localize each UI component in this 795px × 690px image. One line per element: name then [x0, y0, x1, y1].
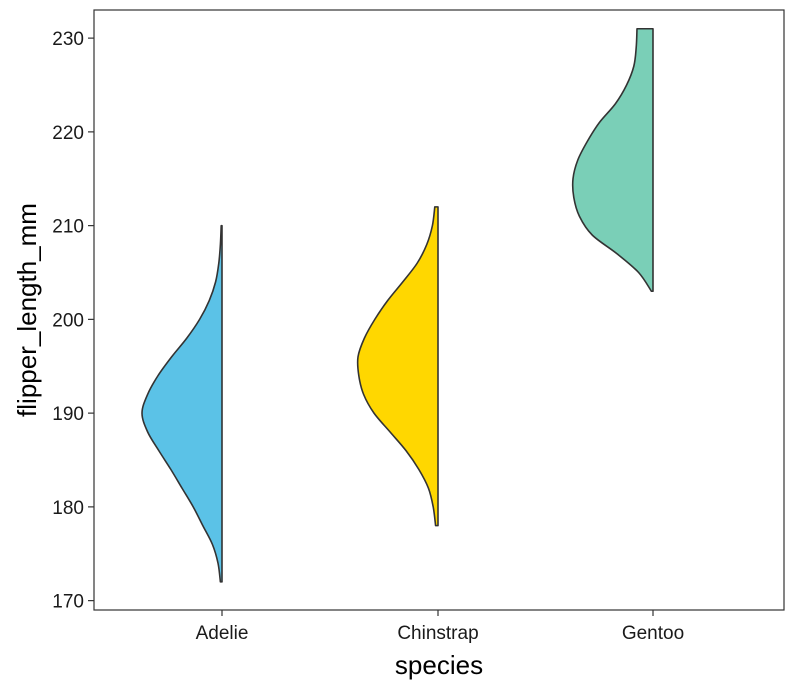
y-tick-label: 190: [52, 404, 84, 425]
y-axis-title: flipper_length_mm: [12, 203, 42, 417]
x-tick-label-gentoo: Gentoo: [622, 623, 684, 644]
violin-adelie: [141, 224, 223, 583]
x-tick-label-chinstrap: Chinstrap: [397, 623, 478, 644]
y-tick-label: 220: [52, 123, 84, 144]
x-tick-label-adelie: Adelie: [196, 623, 249, 644]
y-tick-label: 200: [52, 310, 84, 331]
y-tick-label: 230: [52, 29, 84, 50]
y-tick-label: 180: [52, 498, 84, 519]
violin-chinstrap: [356, 206, 439, 527]
violins-layer: [141, 27, 654, 583]
y-tick-label: 210: [52, 217, 84, 238]
y-tick-label: 170: [52, 592, 84, 613]
violin-gentoo: [571, 27, 654, 293]
x-axis-title: species: [395, 650, 483, 680]
x-axis: Adelie Chinstrap Gentoo: [196, 610, 684, 644]
panel-border: [93, 9, 785, 611]
y-axis: 170 180 190 200 210 220 230: [52, 29, 94, 613]
